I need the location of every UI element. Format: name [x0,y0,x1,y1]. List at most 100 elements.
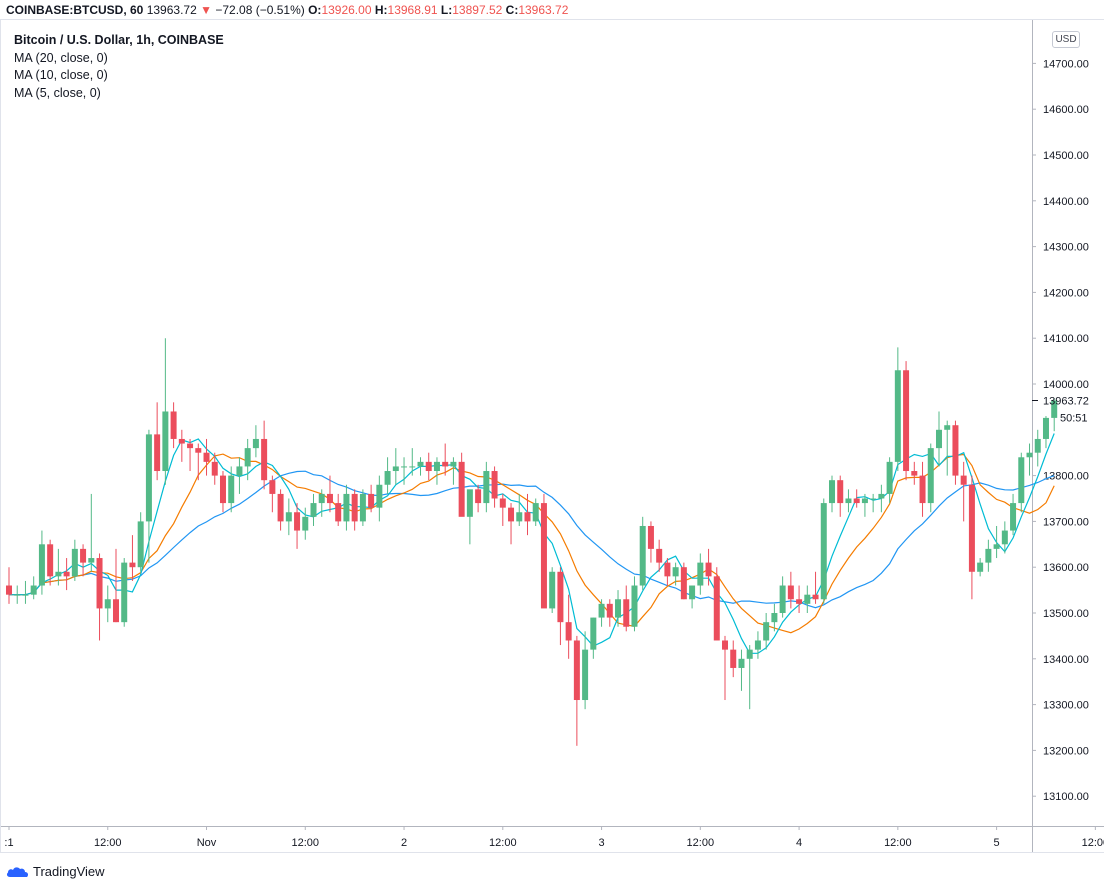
candle-down[interactable] [187,443,194,449]
candle-down[interactable] [154,434,161,472]
candle-up[interactable] [639,525,646,586]
candle-down[interactable] [837,480,844,504]
candle-up[interactable] [466,489,473,517]
candle-up[interactable] [631,585,638,627]
candle-up[interactable] [401,466,408,468]
candle-down[interactable] [112,599,119,623]
candle-up[interactable] [417,461,424,467]
candle-up[interactable] [516,512,523,522]
candle-up[interactable] [746,649,753,659]
candle-up[interactable] [771,613,778,623]
candle-down[interactable] [335,503,342,522]
candle-up[interactable] [121,562,128,623]
legend-ma20[interactable]: MA (20, close, 0) [14,50,108,65]
candle-up[interactable] [927,448,934,504]
candle-up[interactable] [384,471,391,485]
candle-up[interactable] [104,599,111,609]
legend-ma5[interactable]: MA (5, close, 0) [14,85,101,100]
candle-down[interactable] [540,503,547,609]
candle-up[interactable] [590,617,597,650]
candle-down[interactable] [129,562,136,568]
candle-down[interactable] [606,603,613,618]
candle-up[interactable] [88,558,95,563]
candle-up[interactable] [433,461,440,472]
candle-down[interactable] [623,599,630,627]
candle-up[interactable] [1018,457,1025,504]
candle-up[interactable] [845,498,852,504]
candle-down[interactable] [664,562,671,577]
candle-up[interactable] [870,498,877,500]
candle-down[interactable] [565,622,572,641]
candle-down[interactable] [787,585,794,600]
candle-up[interactable] [894,370,901,462]
candle-down[interactable] [475,489,482,504]
candle-down[interactable] [425,461,432,472]
candle-down[interactable] [722,640,729,650]
candle-down[interactable] [178,438,185,444]
candle-up[interactable] [532,503,539,522]
candle-down[interactable] [960,475,967,485]
candle-down[interactable] [269,480,276,494]
candle-up[interactable] [38,544,45,586]
candle-down[interactable] [919,475,926,504]
candle-up[interactable] [1026,452,1033,458]
candle-up[interactable] [252,438,259,449]
candle-down[interactable] [508,507,515,522]
candle-up[interactable] [318,493,325,504]
candle-up[interactable] [55,571,62,577]
ma20-line[interactable] [9,470,1055,609]
candle-down[interactable] [6,585,12,595]
candle-up[interactable] [886,461,893,494]
ma10-line[interactable] [9,453,1055,634]
candle-down[interactable] [47,544,54,577]
candle-up[interactable] [343,493,350,522]
candle-down[interactable] [730,649,737,668]
candle-down[interactable] [557,571,564,623]
candle-up[interactable] [689,585,696,600]
candle-up[interactable] [483,471,490,504]
candle-up[interactable] [392,466,399,472]
currency-button[interactable]: USD [1052,31,1080,48]
candle-down[interactable] [491,471,498,499]
candle-down[interactable] [80,548,87,563]
candle-down[interactable] [713,576,720,641]
candle-down[interactable] [326,493,333,504]
candle-up[interactable] [804,594,811,604]
candle-down[interactable] [812,594,819,600]
candle-up[interactable] [22,594,29,596]
candle-down[interactable] [294,512,301,531]
candle-up[interactable] [754,640,761,650]
candle-up[interactable] [450,461,457,467]
candle-up[interactable] [244,448,251,467]
candle-down[interactable] [442,461,449,467]
candle-down[interactable] [911,471,918,476]
candle-down[interactable] [277,493,284,522]
candle-down[interactable] [573,640,580,701]
candle-down[interactable] [656,548,663,563]
candle-up[interactable] [779,585,786,613]
candle-down[interactable] [968,484,975,572]
candle-up[interactable] [14,594,21,596]
candle-up[interactable] [598,603,605,618]
candle-up[interactable] [738,658,745,668]
candle-up[interactable] [820,503,827,600]
legend-ma10[interactable]: MA (10, close, 0) [14,68,108,82]
candle-down[interactable] [219,475,226,504]
candle-up[interactable] [697,562,704,586]
candle-up[interactable] [829,480,835,504]
candle-up[interactable] [1034,438,1041,453]
candle-up[interactable] [359,493,366,522]
candle-up[interactable] [861,498,868,504]
candle-up[interactable] [162,411,169,472]
candle-down[interactable] [903,370,910,472]
candle-up[interactable] [1051,400,1058,418]
candle-down[interactable] [351,493,358,522]
candle-down[interactable] [96,558,103,609]
candle-down[interactable] [680,567,687,600]
candle-up[interactable] [993,544,1000,549]
candle-down[interactable] [195,448,202,453]
candle-up[interactable] [302,516,309,531]
candle-down[interactable] [261,438,268,481]
candle-down[interactable] [705,562,712,577]
